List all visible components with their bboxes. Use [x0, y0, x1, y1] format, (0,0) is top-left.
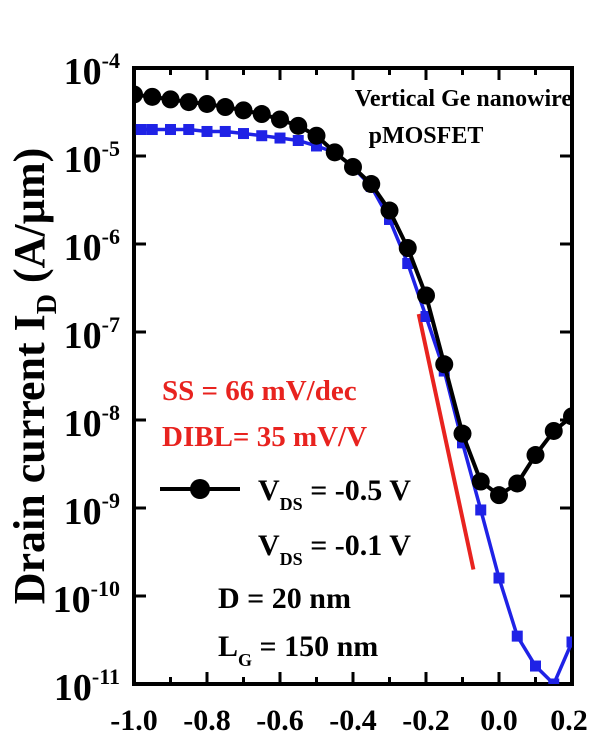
diameter-annotation: D = 20 nm — [218, 582, 351, 615]
y-tick-label: 10-6 — [64, 224, 120, 269]
gate-length-annotation: LG = 150 nm — [218, 630, 378, 670]
data-point — [220, 126, 231, 137]
data-point — [563, 407, 581, 425]
data-point — [512, 631, 523, 642]
data-point — [530, 661, 541, 672]
x-tick-label: 0.0 — [480, 704, 518, 737]
data-point — [399, 239, 417, 257]
x-tick-label: -0.8 — [183, 704, 231, 737]
data-point — [490, 486, 508, 504]
legend-label-vds-0.5: VDS = -0.5 V — [258, 474, 411, 514]
ss-annotation: SS = 66 mV/dec — [162, 375, 357, 407]
y-tick-label: 10-9 — [64, 488, 120, 533]
data-point — [527, 446, 545, 464]
legend: VDS = -0.5 V VDS = -0.1 V — [160, 474, 411, 569]
data-point — [275, 133, 286, 144]
data-point — [362, 175, 380, 193]
y-tick-label: 10-8 — [64, 400, 120, 445]
data-point — [508, 474, 526, 492]
data-point — [494, 573, 505, 584]
data-point — [253, 105, 271, 123]
data-point — [143, 88, 161, 106]
y-tick-label: 10-4 — [64, 48, 120, 93]
data-point — [567, 637, 578, 648]
data-point — [293, 135, 304, 146]
device-label-line1: Vertical Ge nanowire — [355, 86, 573, 112]
data-point — [165, 124, 176, 135]
x-tick-labels: -1.0 -0.8 -0.6 -0.4 -0.2 0.0 0.2 — [110, 704, 588, 737]
data-point — [381, 202, 399, 220]
data-point — [475, 504, 486, 515]
data-point — [417, 286, 435, 304]
data-point — [235, 101, 253, 119]
data-point — [147, 124, 158, 135]
data-point — [435, 355, 453, 373]
x-tick-label: -0.2 — [402, 704, 450, 737]
data-point — [344, 158, 362, 176]
data-point — [216, 98, 234, 116]
data-point — [271, 110, 289, 128]
x-tick-label: -0.4 — [329, 704, 377, 737]
x-tick-label: 0.2 — [550, 704, 588, 737]
data-point — [162, 90, 180, 108]
legend-label-vds-0.1: VDS = -0.1 V — [258, 529, 411, 569]
y-tick-label: 10-10 — [53, 576, 120, 621]
legend-marker-vds-0.5 — [190, 479, 210, 499]
data-point — [238, 128, 249, 139]
data-point — [202, 126, 213, 137]
data-point — [125, 85, 143, 103]
y-tick-label: 10-7 — [64, 312, 120, 357]
x-tick-label: -1.0 — [110, 704, 158, 737]
data-point — [136, 124, 147, 135]
data-point — [326, 143, 344, 161]
data-point — [198, 95, 216, 113]
data-point — [180, 93, 198, 111]
data-point — [545, 422, 563, 440]
data-point — [454, 425, 472, 443]
data-point — [548, 679, 559, 690]
data-point — [256, 130, 267, 141]
data-point — [289, 117, 307, 135]
x-tick-label: -0.6 — [256, 704, 304, 737]
y-tick-label: 10-5 — [64, 136, 120, 181]
data-point — [472, 473, 490, 491]
data-point — [183, 124, 194, 135]
y-tick-label: 10-11 — [54, 664, 120, 709]
y-tick-labels: 10-4 10-5 10-6 10-7 10-8 10-9 10-10 10-1… — [53, 48, 120, 709]
data-point — [308, 127, 326, 145]
y-axis-title: Drain current ID (A/µm) — [5, 148, 63, 605]
device-label-line2: pMOSFET — [369, 123, 484, 149]
dibl-annotation: DIBL= 35 mV/V — [162, 421, 367, 453]
